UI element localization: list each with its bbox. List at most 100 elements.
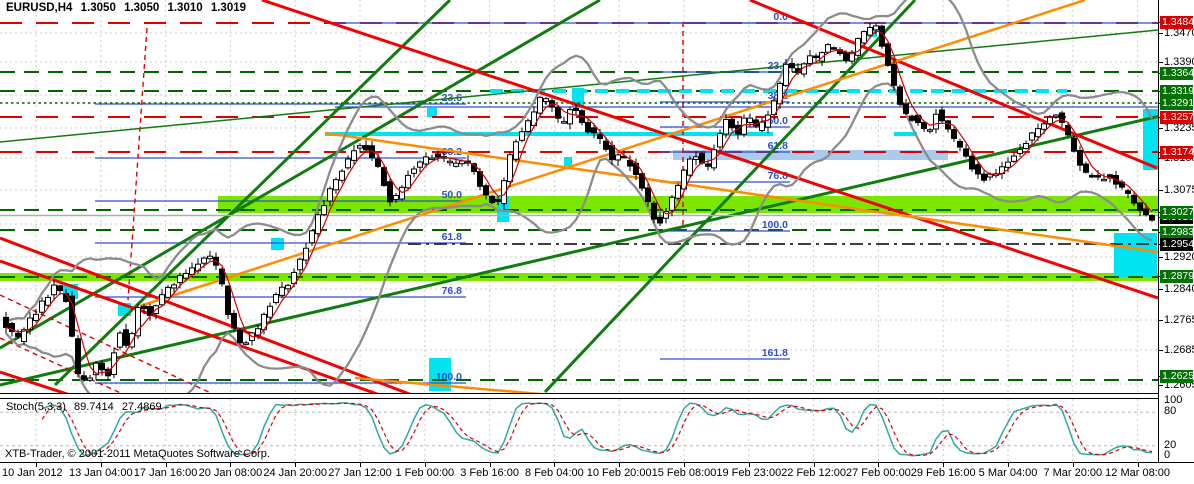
time-axis-tick	[943, 463, 945, 467]
price-label: 1.2765	[1164, 314, 1194, 326]
time-axis-tick	[36, 463, 37, 467]
price-zone-band	[218, 196, 1158, 213]
candle-up	[867, 27, 873, 36]
candle-down	[729, 118, 735, 129]
candle-down	[3, 316, 9, 328]
candle-up	[351, 150, 357, 161]
time-axis-tick	[489, 463, 491, 467]
candle-down	[909, 115, 915, 121]
price-level-label: 1.3291	[1160, 96, 1193, 110]
candle-up	[723, 118, 729, 135]
candle-up	[285, 284, 291, 290]
candle-down	[1149, 214, 1155, 221]
stochastic-canvas[interactable]	[0, 399, 1158, 462]
candle-up	[165, 286, 171, 298]
candle-up	[303, 247, 309, 261]
candle-up	[807, 55, 813, 65]
time-axis-tick	[684, 463, 685, 467]
candle-up	[687, 158, 693, 176]
price-level-label: 1.2983	[1160, 225, 1193, 239]
trendline	[0, 337, 123, 393]
candle-up	[267, 305, 273, 318]
candle-up	[321, 205, 327, 216]
candle-down	[957, 140, 963, 148]
candle-up	[417, 161, 423, 168]
candle-up	[537, 96, 543, 114]
candle-up	[297, 258, 303, 271]
time-axis-tick	[100, 463, 102, 467]
candle-up	[693, 156, 699, 160]
price-level-label: 1.3364	[1160, 66, 1193, 80]
candle-up	[861, 31, 867, 44]
candle-up	[21, 329, 27, 343]
candle-up	[111, 352, 117, 376]
trendline	[543, 0, 917, 393]
candle-up	[177, 275, 183, 284]
candle-down	[639, 173, 645, 189]
candle-down	[645, 187, 651, 203]
price-label: 1.2920	[1164, 251, 1194, 263]
candle-down	[1131, 194, 1137, 204]
candle-up	[39, 300, 45, 313]
axis-tick	[1159, 61, 1163, 63]
price-zone-band	[673, 150, 948, 160]
candle-down	[369, 145, 375, 159]
trendline	[0, 370, 69, 393]
time-axis-tick	[424, 463, 426, 467]
date-label: 19 Feb 23:00	[716, 467, 782, 479]
candle-down	[81, 375, 87, 380]
ma-line	[5, 30, 1153, 375]
copyright-text: XTB-Trader, © 2001-2011 MetaQuotes Softw…	[5, 448, 270, 460]
candle-up	[927, 129, 933, 132]
stoch-grid	[0, 399, 1158, 462]
price-level-label: 1.2954	[1160, 237, 1193, 251]
time-axis-tick	[360, 463, 361, 467]
candle-down	[891, 63, 897, 86]
time-axis-tick	[813, 463, 815, 467]
trendline	[0, 29, 1158, 143]
candle-up	[33, 313, 39, 321]
date-label: 3 Feb 16:00	[460, 467, 519, 479]
time-axis-tick	[619, 463, 621, 467]
date-label: 1 Feb 00:00	[395, 467, 455, 479]
candle-up	[519, 131, 525, 141]
time-axis[interactable]: 10 Jan 2012 13 Jan 04:00 17 Jan 16:00 20 Ja…	[0, 462, 1194, 484]
price-label: 1.2840	[1164, 283, 1194, 295]
axis-tick	[1159, 288, 1163, 290]
candle-up	[855, 38, 861, 56]
candle-down	[903, 103, 909, 114]
candle-up	[171, 284, 177, 289]
date-label: 8 Feb 04:00	[525, 467, 584, 479]
candle-up	[1005, 161, 1011, 168]
panel-separator[interactable]	[0, 393, 1158, 399]
candle-down	[963, 148, 969, 157]
candle-down	[1095, 175, 1101, 178]
date-label: 7 Mar 20:00	[1043, 467, 1103, 479]
candle-up	[507, 154, 513, 183]
candle-down	[231, 312, 237, 329]
candle-down	[1059, 112, 1065, 123]
candle-up	[255, 328, 261, 336]
price-axis[interactable]: 1.34701.33901.32351.31551.30751.29201.28…	[1158, 0, 1194, 462]
bollinger-upper	[5, 0, 1154, 323]
price-level-label: 1.2625	[1160, 369, 1193, 383]
candle-down	[381, 167, 387, 187]
stoch-scale-label: 0	[1164, 449, 1171, 461]
symbol-timeframe: EURUSD,H4	[6, 2, 73, 14]
main-chart-canvas[interactable]: 23.638.250.061.876.8100.00.023.638.250.0…	[0, 0, 1158, 393]
candle-up	[675, 184, 681, 199]
candle-up	[273, 294, 279, 304]
candle-up	[561, 121, 567, 124]
candle-down	[969, 155, 975, 170]
candle-down	[495, 198, 501, 202]
candle-down	[1125, 190, 1131, 194]
candle-up	[825, 44, 831, 53]
candle-down	[603, 140, 609, 150]
candle-up	[135, 307, 141, 337]
stoch-scale-label: 100	[1164, 394, 1183, 406]
time-axis-tick	[554, 463, 556, 467]
trendline	[0, 0, 601, 350]
candle-up	[771, 100, 777, 116]
time-axis-tick	[165, 463, 167, 467]
